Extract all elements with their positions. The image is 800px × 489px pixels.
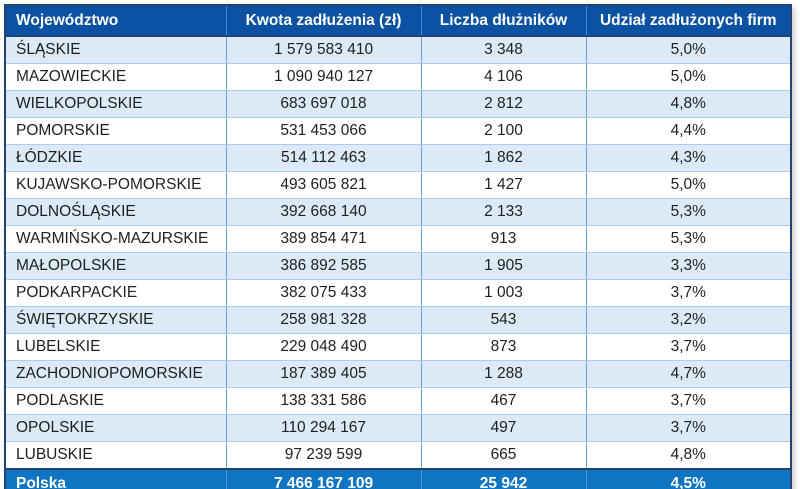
cell-liczba: 1 288: [420, 360, 586, 388]
cell-liczba: 1 905: [420, 252, 586, 280]
cell-wojewodztwo: WIELKOPOLSKIE: [5, 90, 226, 118]
cell-total-liczba: 25 942: [420, 468, 586, 489]
cell-liczba: 665: [420, 441, 586, 469]
table-row: PODLASKIE 138 331 586 467 3,7%: [5, 387, 791, 415]
cell-udzial: 4,4%: [585, 117, 791, 145]
column-header-kwota: Kwota zadłużenia (zł): [225, 5, 421, 37]
cell-udzial: 5,0%: [585, 171, 791, 199]
cell-liczba: 467: [420, 387, 586, 415]
column-header-liczba: Liczba dłużników: [420, 5, 586, 37]
cell-wojewodztwo: PODKARPACKIE: [5, 279, 226, 307]
cell-wojewodztwo: OPOLSKIE: [5, 414, 226, 442]
cell-total-wojewodztwo: Polska: [5, 468, 226, 489]
cell-udzial: 5,0%: [585, 63, 791, 91]
cell-udzial: 3,7%: [585, 387, 791, 415]
cell-wojewodztwo: MAZOWIECKIE: [5, 63, 226, 91]
cell-kwota: 389 854 471: [225, 225, 421, 253]
cell-kwota: 382 075 433: [225, 279, 421, 307]
cell-liczba: 873: [420, 333, 586, 361]
cell-udzial: 3,2%: [585, 306, 791, 334]
cell-udzial: 5,3%: [585, 225, 791, 253]
cell-liczba: 543: [420, 306, 586, 334]
cell-udzial: 3,3%: [585, 252, 791, 280]
cell-udzial: 3,7%: [585, 279, 791, 307]
table-body: ŚLĄSKIE 1 579 583 410 3 348 5,0% MAZOWIECKIE…: [5, 36, 791, 469]
cell-udzial: 4,8%: [585, 90, 791, 118]
cell-kwota: 392 668 140: [225, 198, 421, 226]
cell-udzial: 5,0%: [585, 36, 791, 64]
cell-udzial: 5,3%: [585, 198, 791, 226]
cell-udzial: 4,7%: [585, 360, 791, 388]
cell-liczba: 2 100: [420, 117, 586, 145]
cell-kwota: 531 453 066: [225, 117, 421, 145]
table-row: LUBELSKIE 229 048 490 873 3,7%: [5, 333, 791, 361]
cell-udzial: 3,7%: [585, 333, 791, 361]
table-row: ŁÓDZKIE 514 112 463 1 862 4,3%: [5, 144, 791, 172]
cell-wojewodztwo: WARMIŃSKO-MAZURSKIE: [5, 225, 226, 253]
table-row: MAZOWIECKIE 1 090 940 127 4 106 5,0%: [5, 63, 791, 91]
cell-udzial: 4,3%: [585, 144, 791, 172]
cell-wojewodztwo: ŚLĄSKIE: [5, 36, 226, 64]
total-row: Polska 7 466 167 109 25 942 4,5%: [5, 468, 791, 489]
debt-table-container: Województwo Kwota zadłużenia (zł) Liczba…: [4, 4, 792, 489]
cell-liczba: 2 133: [420, 198, 586, 226]
table-row: PODKARPACKIE 382 075 433 1 003 3,7%: [5, 279, 791, 307]
cell-wojewodztwo: MAŁOPOLSKIE: [5, 252, 226, 280]
cell-liczba: 497: [420, 414, 586, 442]
table-header: Województwo Kwota zadłużenia (zł) Liczba…: [5, 5, 791, 37]
cell-wojewodztwo: ŚWIĘTOKRZYSKIE: [5, 306, 226, 334]
cell-liczba: 4 106: [420, 63, 586, 91]
cell-liczba: 1 862: [420, 144, 586, 172]
cell-kwota: 514 112 463: [225, 144, 421, 172]
cell-liczba: 1 427: [420, 171, 586, 199]
cell-kwota: 1 579 583 410: [225, 36, 421, 64]
header-row: Województwo Kwota zadłużenia (zł) Liczba…: [5, 5, 791, 37]
cell-liczba: 2 812: [420, 90, 586, 118]
table-row: KUJAWSKO-POMORSKIE 493 605 821 1 427 5,0%: [5, 171, 791, 199]
table-row: MAŁOPOLSKIE 386 892 585 1 905 3,3%: [5, 252, 791, 280]
cell-udzial: 4,8%: [585, 441, 791, 469]
table-row: ŚWIĘTOKRZYSKIE 258 981 328 543 3,2%: [5, 306, 791, 334]
cell-wojewodztwo: DOLNOŚLĄSKIE: [5, 198, 226, 226]
cell-wojewodztwo: KUJAWSKO-POMORSKIE: [5, 171, 226, 199]
table-footer: Polska 7 466 167 109 25 942 4,5%: [5, 468, 791, 489]
column-header-wojewodztwo: Województwo: [5, 5, 226, 37]
table-row: LUBUSKIE 97 239 599 665 4,8%: [5, 441, 791, 469]
column-header-udzial: Udział zadłużonych firm: [585, 5, 791, 37]
cell-kwota: 258 981 328: [225, 306, 421, 334]
cell-wojewodztwo: LUBELSKIE: [5, 333, 226, 361]
cell-wojewodztwo: ŁÓDZKIE: [5, 144, 226, 172]
cell-kwota: 493 605 821: [225, 171, 421, 199]
cell-wojewodztwo: POMORSKIE: [5, 117, 226, 145]
cell-kwota: 97 239 599: [225, 441, 421, 469]
cell-liczba: 3 348: [420, 36, 586, 64]
cell-kwota: 110 294 167: [225, 414, 421, 442]
cell-kwota: 187 389 405: [225, 360, 421, 388]
voivodeship-debt-table: Województwo Kwota zadłużenia (zł) Liczba…: [4, 4, 792, 489]
cell-wojewodztwo: ZACHODNIOPOMORSKIE: [5, 360, 226, 388]
cell-kwota: 229 048 490: [225, 333, 421, 361]
cell-kwota: 386 892 585: [225, 252, 421, 280]
cell-udzial: 3,7%: [585, 414, 791, 442]
cell-total-kwota: 7 466 167 109: [225, 468, 421, 489]
table-row: WARMIŃSKO-MAZURSKIE 389 854 471 913 5,3%: [5, 225, 791, 253]
table-row: OPOLSKIE 110 294 167 497 3,7%: [5, 414, 791, 442]
cell-kwota: 138 331 586: [225, 387, 421, 415]
cell-kwota: 683 697 018: [225, 90, 421, 118]
table-row: DOLNOŚLĄSKIE 392 668 140 2 133 5,3%: [5, 198, 791, 226]
cell-kwota: 1 090 940 127: [225, 63, 421, 91]
cell-liczba: 913: [420, 225, 586, 253]
cell-wojewodztwo: LUBUSKIE: [16, 446, 93, 463]
cell-liczba: 1 003: [420, 279, 586, 307]
table-row: WIELKOPOLSKIE 683 697 018 2 812 4,8%: [5, 90, 791, 118]
table-row: ŚLĄSKIE 1 579 583 410 3 348 5,0%: [5, 36, 791, 64]
cell-total-udzial: 4,5%: [585, 468, 791, 489]
table-row: ZACHODNIOPOMORSKIE 187 389 405 1 288 4,7%: [5, 360, 791, 388]
cell-wojewodztwo: PODLASKIE: [5, 387, 226, 415]
table-row: POMORSKIE 531 453 066 2 100 4,4%: [5, 117, 791, 145]
